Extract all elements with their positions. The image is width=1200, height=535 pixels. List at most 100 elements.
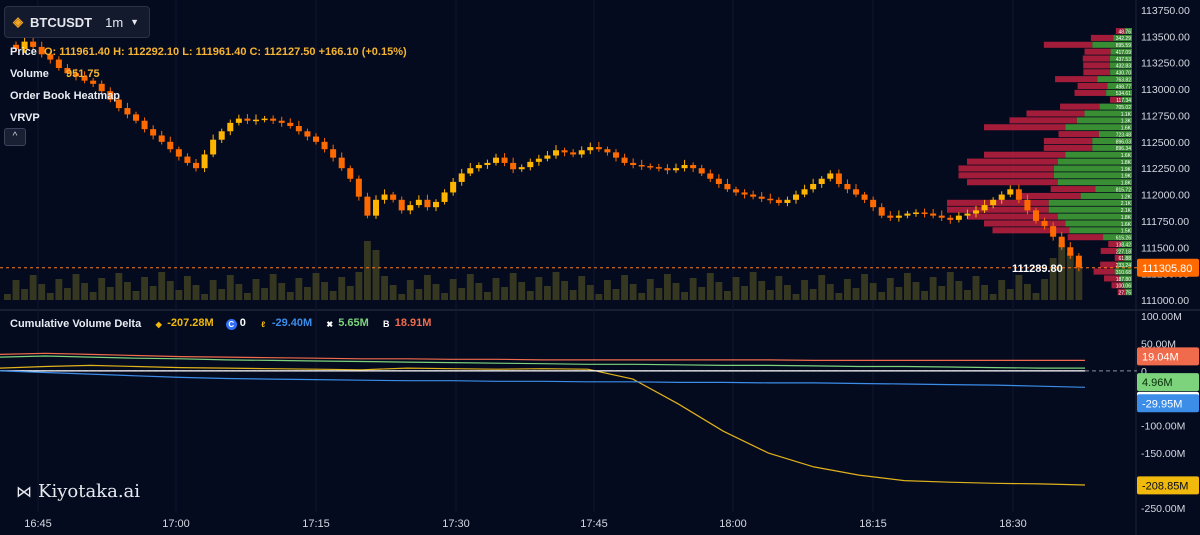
candle-body <box>373 199 379 216</box>
vrvp-volume-label: 705.02 <box>1116 105 1132 111</box>
volume-bar <box>766 290 774 300</box>
vrvp-bid-bar <box>1110 62 1132 69</box>
candle-body <box>673 168 679 171</box>
vrvp-volume-label: 615.26 <box>1116 236 1132 242</box>
vrvp-ask-bar <box>1084 48 1111 55</box>
symbol-selector[interactable]: ◈ BTCUSDT 1m ▼ <box>4 6 151 38</box>
volume-bar <box>835 293 843 300</box>
volume-bar <box>1032 293 1040 300</box>
vrvp-volume-label: 1.3K <box>1121 119 1132 125</box>
vrvp-bid-bar <box>1092 144 1132 151</box>
vrvp-volume-label: 310.68 <box>1116 270 1132 276</box>
volume-bar <box>544 286 551 300</box>
cvd-last-value-tag <box>1137 347 1199 366</box>
vrvp-bid-bar <box>1053 165 1132 172</box>
cvd-tick-label: -250.00M <box>1141 503 1185 515</box>
volume-bar <box>1075 262 1083 300</box>
candle-body <box>844 184 851 190</box>
vrvp-volume-label: 187.80 <box>1116 277 1132 283</box>
vrvp-bid-bar <box>1107 82 1132 90</box>
vrvp-ask-bar <box>1050 186 1096 193</box>
candle-body <box>124 108 131 115</box>
cvd-item-binance: ◆ -207.28M <box>153 317 214 330</box>
volume-bar <box>466 274 474 300</box>
cvd-item-bitget: B 18.91M <box>381 317 431 330</box>
candle-body <box>964 213 971 216</box>
volume-bar <box>1041 279 1048 300</box>
candle-body <box>347 168 354 179</box>
vrvp-bid-bar <box>1080 192 1132 199</box>
candle-body <box>441 192 448 202</box>
candle-body <box>330 149 337 158</box>
vrvp-bid-bar <box>1048 206 1132 213</box>
candle-body <box>141 120 148 130</box>
volume-bar <box>252 279 260 300</box>
volume-bar <box>638 293 646 300</box>
volume-bar <box>706 273 714 300</box>
vrvp-ask-bar <box>1104 275 1120 282</box>
vrvp-volume-label: 1.1K <box>1121 112 1132 118</box>
candle-body <box>458 173 465 182</box>
candle-body <box>1041 220 1048 227</box>
vrvp-bid-bar <box>1095 186 1132 193</box>
candle-body <box>810 184 817 190</box>
volume-bar <box>424 275 431 300</box>
candle-body <box>981 205 988 211</box>
candle-body <box>55 59 62 68</box>
volume-bar <box>72 274 80 300</box>
volume-bar <box>372 250 380 300</box>
vrvp-ask-bar <box>1090 34 1114 41</box>
vrvp-bid-bar <box>1092 41 1132 48</box>
volume-bar <box>286 292 294 300</box>
candle-body <box>235 118 242 123</box>
volume-bar <box>278 283 286 300</box>
volume-bar <box>149 286 157 300</box>
volume-bar <box>269 274 277 300</box>
vrvp-ask-bar <box>1108 241 1122 248</box>
candle-body <box>733 189 739 193</box>
vrvp-volume-label: 27.75 <box>1118 291 1131 297</box>
collapse-legend-button[interactable]: ^ <box>4 128 26 146</box>
volume-bar <box>552 272 560 300</box>
vrvp-volume-label: 432.83 <box>1116 64 1132 70</box>
candle-body <box>321 141 328 150</box>
vrvp-volume-label: 534.61 <box>1116 91 1132 97</box>
candle-body <box>621 157 628 163</box>
candle-body <box>270 118 277 121</box>
candle-body <box>261 118 268 121</box>
symbol-name: BTCUSDT <box>30 14 93 30</box>
volume-bar <box>12 280 20 300</box>
candle-body <box>750 194 757 197</box>
vrvp-bid-bar <box>1110 69 1132 76</box>
candle-body <box>415 199 422 206</box>
vrvp-ask-bar <box>1083 62 1111 69</box>
vrvp-ask-bar <box>984 220 1066 227</box>
vrvp-volume-label: 61.88 <box>1118 256 1131 262</box>
vrvp-bid-bar <box>1097 76 1132 83</box>
candle-body <box>818 178 825 184</box>
candle-body <box>544 155 551 159</box>
volume-bar <box>4 294 11 300</box>
volume-bar <box>295 278 303 300</box>
vrvp-bid-bar <box>1084 110 1132 117</box>
price-tick-label: 112500.00 <box>1141 137 1190 149</box>
vrvp-ask-bar <box>1009 117 1077 124</box>
vrvp-bid-bar <box>1076 117 1132 124</box>
candle-body <box>227 122 234 132</box>
volume-bar <box>106 287 114 300</box>
vrvp-volume-label: 1.2K <box>1121 194 1132 200</box>
vrvp-volume-label: 227.18 <box>1116 249 1132 255</box>
volume-bar <box>355 272 363 300</box>
vrvp-bid-bar <box>1069 227 1132 234</box>
volume-bar <box>612 289 620 300</box>
candle-body <box>578 150 585 155</box>
candle-body <box>38 46 45 55</box>
cvd-title: Cumulative Volume Delta <box>10 317 142 330</box>
vrvp-volume-label: 896.34 <box>1116 146 1132 152</box>
volume-bar <box>312 273 320 300</box>
volume-bar <box>192 285 200 300</box>
volume-bar <box>441 293 448 300</box>
volume-bar <box>792 294 800 300</box>
volume-bar <box>244 293 251 300</box>
